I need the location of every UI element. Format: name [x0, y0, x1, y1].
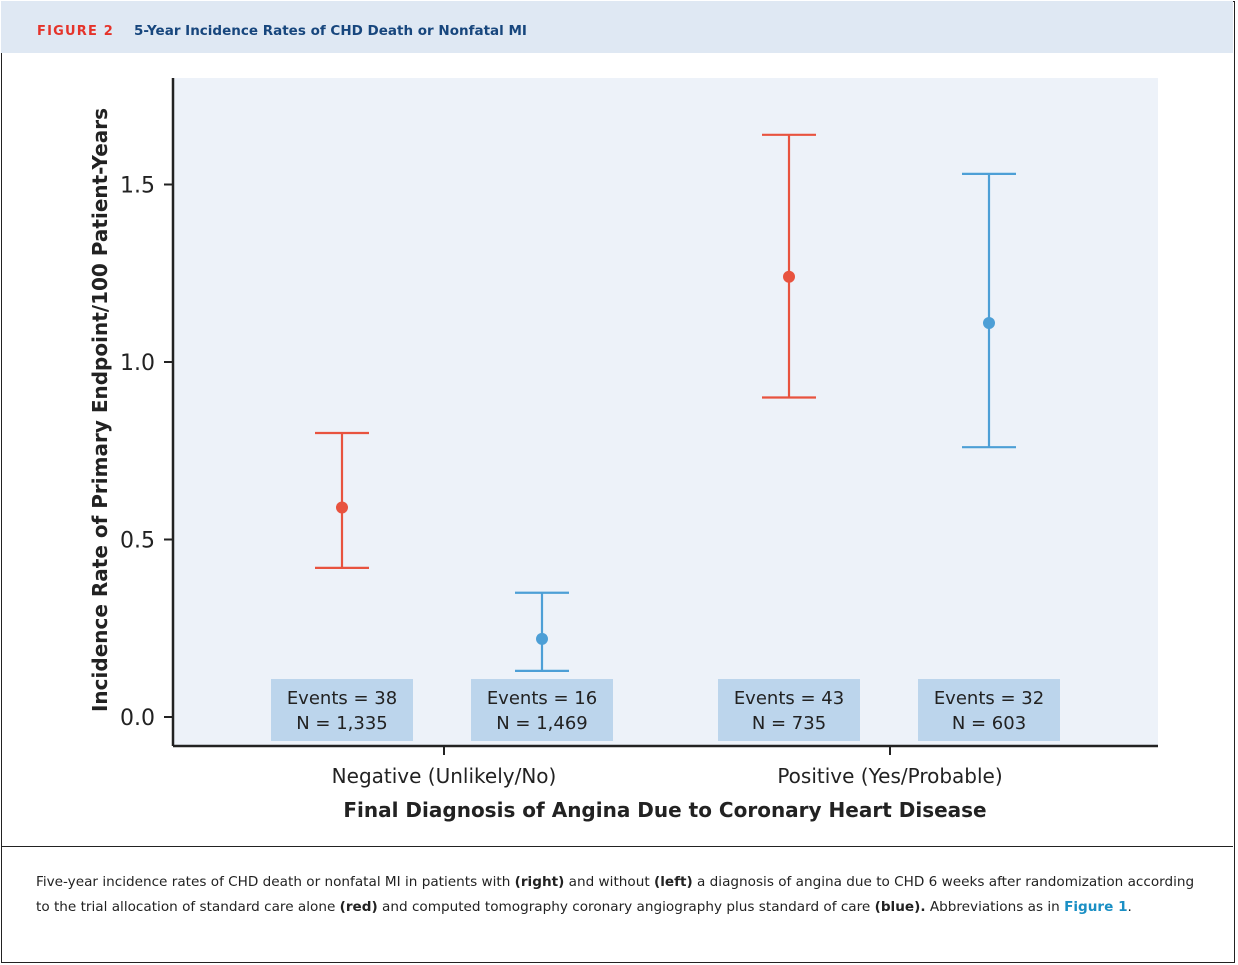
- caption-text: Abbreviations as in: [926, 899, 1065, 915]
- caption-bold: (blue).: [875, 899, 926, 915]
- caption-bold: (right): [515, 874, 565, 890]
- y-axis-title: Incidence Rate of Primary Endpoint/100 P…: [88, 108, 112, 712]
- caption-bold: (red): [340, 899, 378, 915]
- n-label: N = 1,469: [496, 713, 588, 734]
- chart: 0.0 0.5 1.0 1.5 Negative (Unlikely/No) Positi…: [0, 0, 1238, 846]
- data-point: [336, 502, 348, 514]
- y-tick-label: 0.0: [120, 706, 155, 731]
- x-category-label: Negative (Unlikely/No): [332, 764, 557, 788]
- data-point: [783, 271, 795, 283]
- y-tick-label: 1.5: [120, 174, 155, 199]
- caption-text: and computed tomography coronary angiogr…: [378, 899, 875, 915]
- figure-1-link[interactable]: Figure 1: [1064, 899, 1127, 915]
- figure-caption: Five-year incidence rates of CHD death o…: [36, 870, 1206, 920]
- x-axis-title: Final Diagnosis of Angina Due to Coronar…: [343, 798, 986, 822]
- n-label: N = 1,335: [296, 713, 388, 734]
- data-point: [983, 317, 995, 329]
- events-label: Events = 32: [934, 688, 1044, 709]
- y-tick-label: 0.5: [120, 529, 155, 554]
- plot-background: [173, 78, 1158, 746]
- y-tick-label: 1.0: [120, 351, 155, 376]
- events-label: Events = 16: [487, 688, 597, 709]
- caption-divider: [1, 846, 1233, 847]
- events-label: Events = 38: [287, 688, 397, 709]
- data-point: [536, 633, 548, 645]
- n-label: N = 735: [752, 713, 826, 734]
- caption-text: and without: [564, 874, 654, 890]
- n-label: N = 603: [952, 713, 1026, 734]
- caption-text: .: [1128, 899, 1132, 915]
- events-label: Events = 43: [734, 688, 844, 709]
- caption-text: Five-year incidence rates of CHD death o…: [36, 874, 515, 890]
- caption-bold: (left): [654, 874, 693, 890]
- x-category-label: Positive (Yes/Probable): [777, 764, 1002, 788]
